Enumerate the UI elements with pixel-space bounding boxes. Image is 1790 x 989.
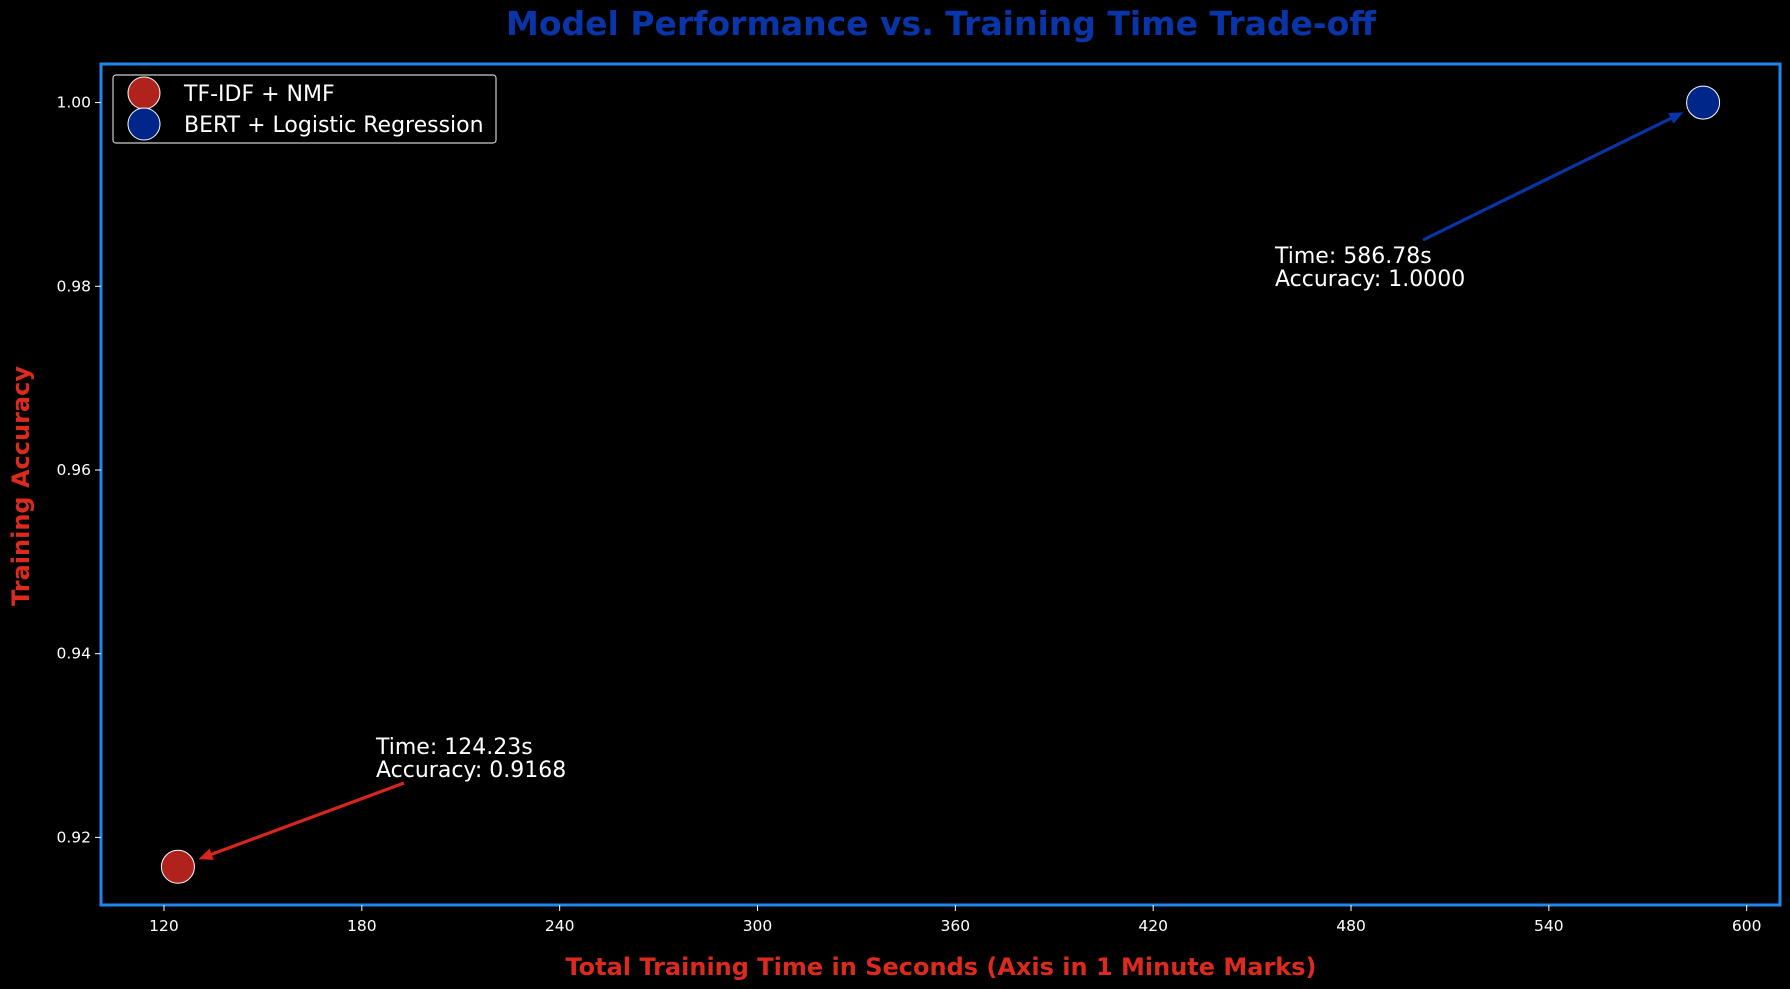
x-tick-label: 540 [1534,917,1564,935]
annotation-arrow [203,781,405,859]
y-tick-label: 1.00 [56,94,91,112]
x-axis-label: Total Training Time in Seconds (Axis in … [565,953,1316,981]
y-axis-ticks: 0.92 0.94 0.96 0.98 1.00 [56,94,101,846]
plot-area-frame [99,62,1782,907]
legend-marker-tfidf-nmf [127,76,161,110]
legend-marker-bert-logreg [127,107,161,141]
legend-label-bert-logreg: BERT + Logistic Regression [184,113,484,138]
x-tick-label: 180 [347,917,377,935]
x-tick-label: 300 [743,917,773,935]
annotation-arrow [1422,113,1679,242]
x-tick-label: 600 [1732,917,1762,935]
x-tick-label: 120 [149,917,179,935]
data-point-bert-logreg [1686,85,1721,120]
x-tick-label: 240 [545,917,575,935]
legend-box [112,74,497,144]
data-points [160,85,1721,884]
y-tick-label: 0.96 [56,461,91,479]
legend: TF-IDF + NMF BERT + Logistic Regression [112,74,497,144]
annotation-line: Time: 124.23s [375,735,533,760]
y-tick-label: 0.94 [56,645,91,663]
y-tick-label: 0.98 [56,277,91,295]
annotation-line: Accuracy: 0.9168 [376,758,566,783]
x-axis-ticks: 120 180 240 300 360 420 480 540 600 [149,905,1761,935]
x-tick-label: 420 [1138,917,1168,935]
annotation-arrow-head [198,848,214,860]
annotation-line: Time: 586.78s [1274,244,1432,269]
x-tick-label: 360 [941,917,971,935]
y-tick-label: 0.92 [56,828,91,846]
legend-label-tfidf-nmf: TF-IDF + NMF [183,82,335,107]
data-point-tfidf-nmf [160,849,195,884]
annotation-arrow-head [1668,112,1684,124]
x-tick-label: 480 [1336,917,1366,935]
chart-title: Model Performance vs. Training Time Trad… [506,4,1377,43]
y-axis-label: Training Accuracy [7,366,35,606]
annotation-line: Accuracy: 1.0000 [1275,267,1465,292]
